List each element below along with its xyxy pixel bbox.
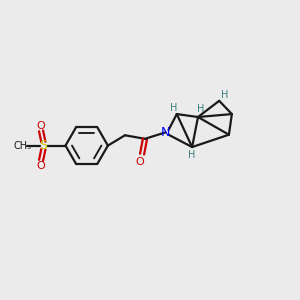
Text: N: N — [161, 126, 170, 139]
Text: S: S — [39, 139, 47, 152]
Text: H: H — [221, 90, 228, 100]
Text: H: H — [169, 103, 177, 112]
Text: O: O — [136, 157, 144, 167]
Text: O: O — [37, 121, 45, 130]
Text: H: H — [197, 104, 204, 114]
Text: O: O — [37, 160, 45, 171]
Text: CH₃: CH₃ — [14, 141, 32, 151]
Text: H: H — [188, 150, 195, 160]
